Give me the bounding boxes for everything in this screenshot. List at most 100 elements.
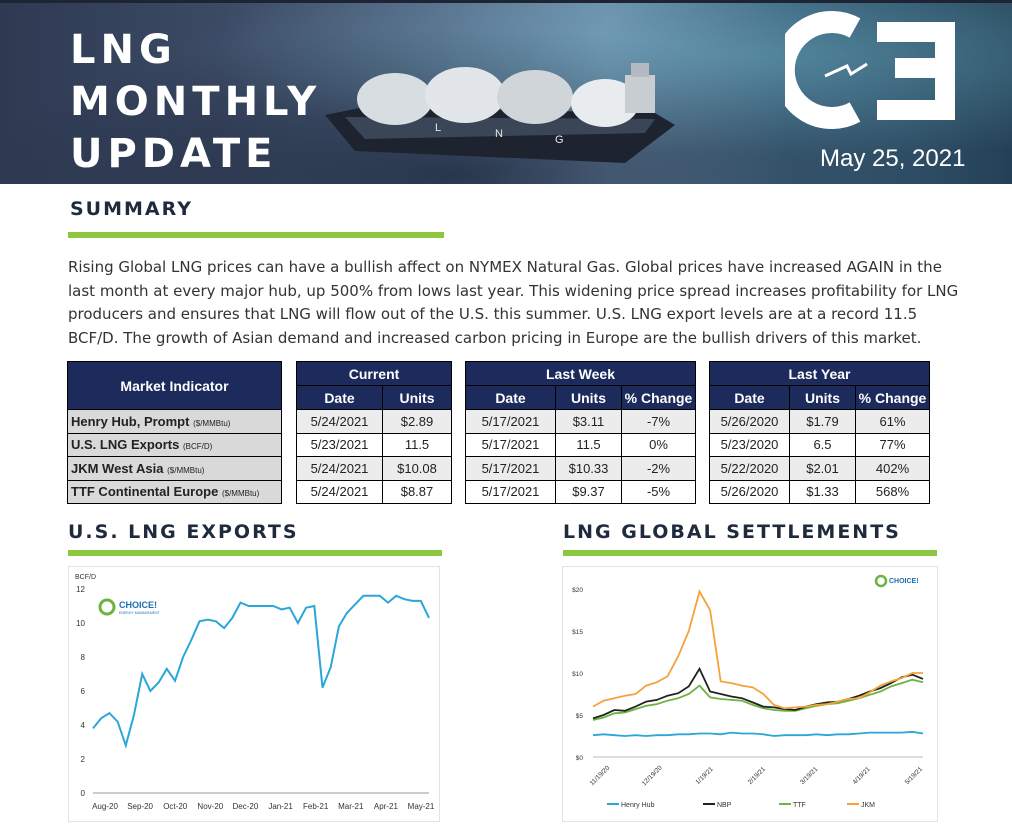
y-tick-label: $10 (572, 671, 583, 678)
cell: 5/26/2020 (709, 479, 790, 504)
chart-logo-text: CHOICE! (119, 600, 157, 610)
market-indicator-header: Market Indicator (67, 361, 282, 410)
summary-divider (68, 232, 444, 238)
ship-letter-g: G (555, 134, 564, 146)
indicator-name: Henry Hub, Prompt (71, 413, 190, 429)
current-header: Current (296, 361, 452, 386)
banner-top-line (0, 0, 1012, 3)
chart-logo-icon (98, 598, 116, 616)
cell: $10.08 (382, 456, 452, 481)
legend-label: TTF (793, 802, 806, 809)
table-row: 5/26/2020 $1.33 568% (709, 479, 930, 504)
y-tick-label: 6 (81, 687, 86, 696)
chart-logo-text: CHOICE! (889, 578, 919, 585)
table-row: 5/24/2021 $10.08 (296, 456, 452, 481)
y-axis-label: BCF/D (75, 574, 96, 581)
x-tick-label: 5/19/21 (904, 766, 925, 787)
table-row: 5/23/2021 11.5 (296, 432, 452, 457)
cell: 402% (855, 456, 930, 481)
last-week-header: Last Week (465, 361, 696, 386)
settlements-chart-svg: $0 $5 $10 $15 $20 11/19/20 12/19/20 1/19/21 2/19… (572, 574, 925, 809)
cell: -5% (621, 479, 696, 504)
col-units: Units (789, 385, 856, 410)
x-tick-label: 2/19/21 (747, 766, 768, 787)
indicator-unit: ($/MMBtu) (221, 489, 260, 499)
legend-label: JKM (861, 802, 875, 809)
exports-series-line (92, 594, 430, 749)
cell: $8.87 (382, 479, 452, 504)
choice-logo-icon (785, 11, 955, 129)
cell: $9.37 (555, 479, 622, 504)
cell: 5/26/2020 (709, 409, 790, 434)
exports-chart: BCF/D 0 2 4 6 8 10 12 Aug-20 Sep-20 Oct-20 Nov-20 De… (68, 566, 440, 822)
exports-heading: U.S. LNG EXPORTS (68, 521, 299, 543)
indicator-name: TTF Continental Europe (71, 484, 219, 500)
col-date: Date (296, 385, 383, 410)
col-date: Date (709, 385, 790, 410)
legend-label: NBP (717, 802, 732, 809)
cell: 77% (855, 432, 930, 457)
y-tick-label: 4 (81, 721, 86, 730)
exports-chart-svg: BCF/D 0 2 4 6 8 10 12 Aug-20 Sep-20 Oct-20 Nov-20 De… (75, 574, 435, 811)
cell: $10.33 (555, 456, 622, 481)
title-line-3: UPDATE (70, 131, 278, 177)
x-tick-label: 4/19/21 (851, 766, 872, 787)
y-tick-label: 2 (81, 755, 86, 764)
y-tick-label: 8 (81, 653, 86, 662)
y-tick-label: 12 (76, 585, 85, 594)
x-tick-label: Aug-20 (92, 802, 118, 811)
cell: 0% (621, 432, 696, 457)
cell: 5/17/2021 (465, 432, 556, 457)
report-title: LNG MONTHLY UPDATE (70, 24, 316, 180)
table-row: 5/26/2020 $1.79 61% (709, 409, 930, 434)
y-tick-label: 10 (76, 619, 85, 628)
indicator-name: JKM West Asia (71, 460, 164, 476)
cell: 568% (855, 479, 930, 504)
cell: $1.33 (789, 479, 856, 504)
settlements-heading: LNG GLOBAL SETTLEMENTS (563, 521, 901, 543)
x-tick-label: May-21 (408, 802, 435, 811)
lng-ship-image: L N G (325, 63, 675, 163)
series-line-henry-hub (592, 730, 924, 737)
indicator-lng-exports: U.S. LNG Exports (BCF/D) (67, 432, 282, 457)
legend-label: Henry Hub (621, 802, 655, 809)
table-row: 5/24/2021 $2.89 (296, 409, 452, 434)
last-year-table: Last Year Date Units % Change 5/26/2020 $… (709, 361, 930, 504)
summary-heading: SUMMARY (70, 198, 193, 220)
cell: $3.11 (555, 409, 622, 434)
cell: 5/24/2021 (296, 479, 383, 504)
table-row: 5/23/2020 6.5 77% (709, 432, 930, 457)
x-tick-label: Nov-20 (197, 802, 223, 811)
cell: 11.5 (555, 432, 622, 457)
indicator-unit: ($/MMBtu) (193, 418, 231, 428)
indicator-unit: (BCF/D) (182, 442, 213, 452)
summary-text: Rising Global LNG prices can have a bull… (68, 258, 959, 347)
cell: 5/23/2021 (296, 432, 383, 457)
cell: 5/17/2021 (465, 456, 556, 481)
cell: 5/17/2021 (465, 409, 556, 434)
last-year-header: Last Year (709, 361, 930, 386)
x-tick-label: 11/19/20 (589, 764, 612, 787)
settlements-chart: $0 $5 $10 $15 $20 11/19/20 12/19/20 1/19/21 2/19… (562, 566, 938, 822)
indicator-jkm: JKM West Asia ($/MMBtu) (67, 456, 282, 481)
cell: -7% (621, 409, 696, 434)
y-tick-label: $0 (576, 755, 584, 762)
x-tick-label: Mar-21 (338, 802, 364, 811)
cell: 5/17/2021 (465, 479, 556, 504)
ship-letter-n: N (495, 128, 503, 140)
table-row: 5/17/2021 $3.11 -7% (465, 409, 696, 434)
y-tick-label: 0 (81, 789, 86, 798)
table-row: 5/17/2021 $9.37 -5% (465, 479, 696, 504)
y-tick-label: $5 (576, 713, 584, 720)
chart-logo-icon (874, 574, 888, 588)
indicator-henry-hub: Henry Hub, Prompt ($/MMBtu) (67, 409, 282, 434)
last-week-table: Last Week Date Units % Change 5/17/2021 $… (465, 361, 696, 504)
chart-logo-subtext: ENERGY MANAGEMENT (119, 611, 161, 615)
col-change: % Change (855, 385, 930, 410)
cell: 5/22/2020 (709, 456, 790, 481)
x-tick-label: Feb-21 (303, 802, 329, 811)
y-tick-label: $20 (572, 587, 583, 594)
indicator-unit: ($/MMBtu) (167, 465, 205, 475)
cell: -2% (621, 456, 696, 481)
x-tick-label: Oct-20 (163, 802, 188, 811)
